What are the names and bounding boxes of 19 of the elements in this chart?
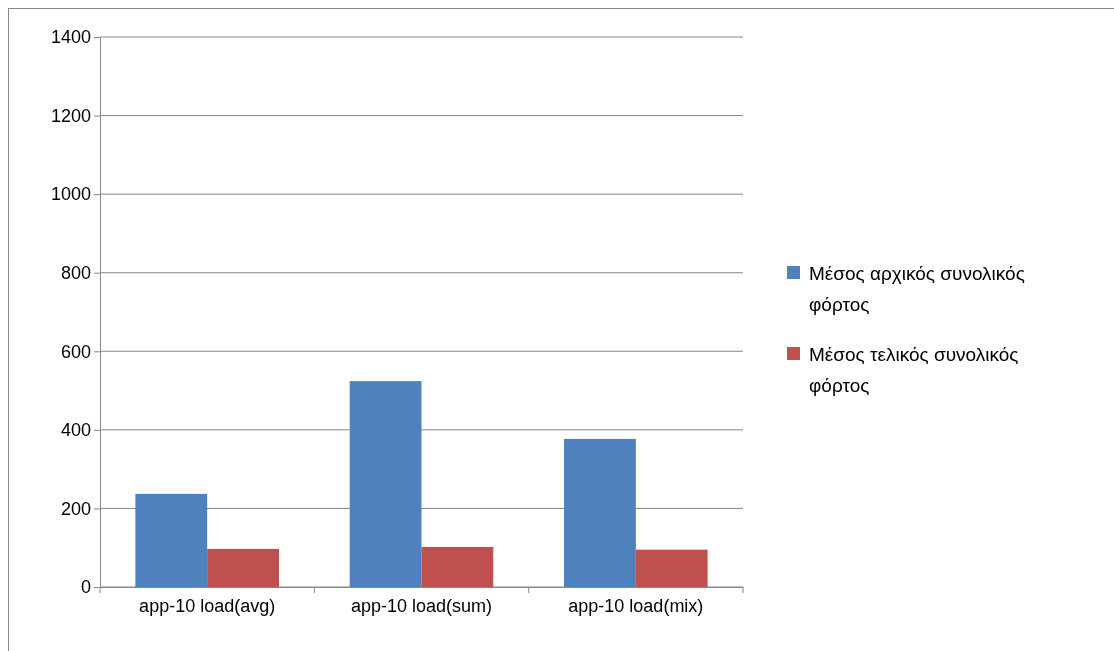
bar — [349, 381, 422, 587]
x-tick-label: app-10 load(sum) — [350, 595, 493, 616]
legend-label: Μέσος αρχικός συνολικός φόρτος — [809, 263, 1025, 315]
y-tick-label: 400 — [60, 420, 91, 441]
bar — [564, 438, 636, 587]
y-tick-label: 600 — [60, 341, 91, 362]
y-tick-label: 1400 — [50, 27, 91, 48]
bar — [421, 546, 494, 587]
bar — [135, 493, 208, 587]
x-tick-label: app-10 load(avg) — [139, 595, 276, 616]
x-tick-label: app-10 load(mix) — [568, 595, 704, 616]
y-tick-label: 1200 — [50, 105, 91, 126]
y-tick-label: 0 — [80, 577, 91, 598]
y-tick-label: 1000 — [50, 184, 91, 205]
legend-label: Μέσος τελικός συνολικός φόρτος — [809, 344, 1019, 396]
y-tick-label: 800 — [60, 262, 91, 283]
bar — [635, 549, 708, 587]
bar — [207, 548, 279, 587]
y-tick-label: 200 — [60, 498, 91, 519]
